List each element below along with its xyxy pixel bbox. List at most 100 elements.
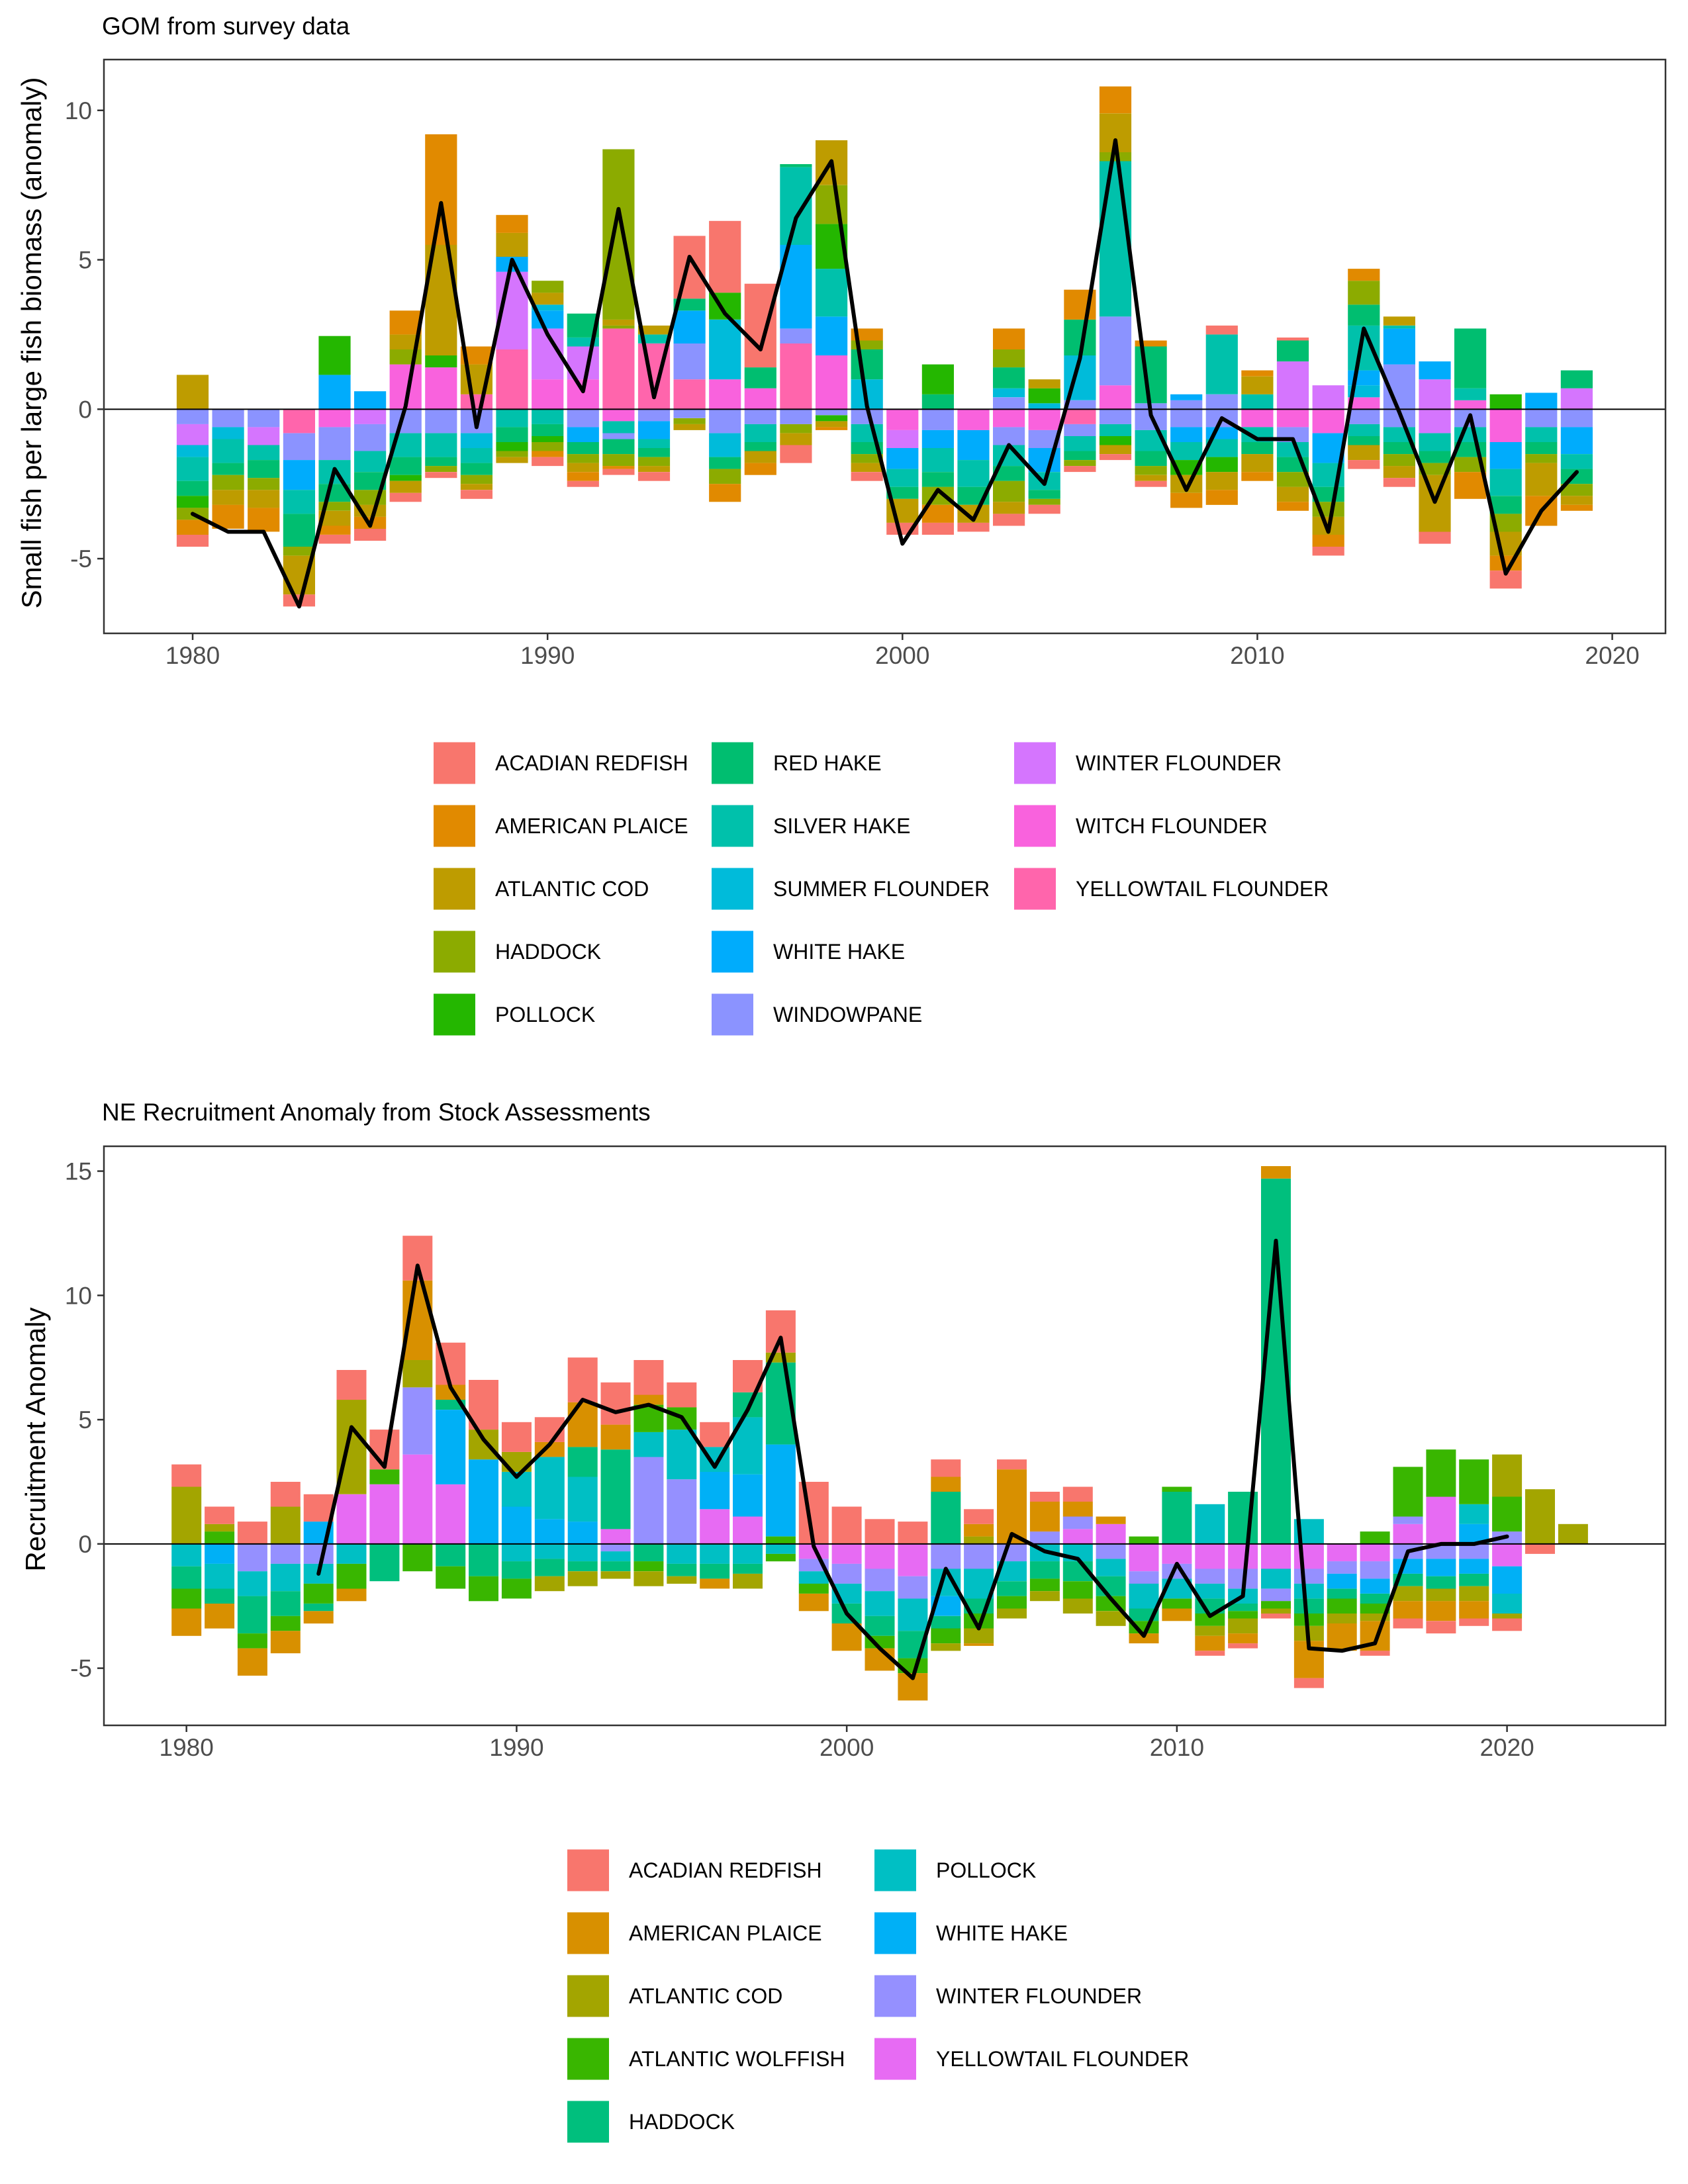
bar-segment-2020-atlantic-cod <box>1492 1454 1523 1497</box>
bar-segment-1985-acadian-redfish <box>336 1370 367 1400</box>
bar-segment-1986-haddock <box>369 1543 400 1582</box>
bar-segment-1991-atlantic-cod <box>534 1576 565 1592</box>
bar-segment-2009-american-plaice <box>1205 490 1238 505</box>
legend-swatch-american-plaice <box>434 805 475 847</box>
bar-segment-1982-atlantic-wolffish <box>237 1633 267 1649</box>
bar-segment-1988-haddock <box>436 1543 466 1567</box>
bar-segment-2011-american-plaice <box>1276 502 1309 511</box>
bar-segment-2019-red-hake <box>1560 370 1593 388</box>
bar-segment-1994-yellowtail-flounder <box>673 379 706 410</box>
bar-segment-2015-white-hake <box>1327 1573 1357 1589</box>
bar-segment-2015-atlantic-cod <box>1327 1614 1357 1623</box>
bar-segment-2020-pollock <box>1492 1594 1523 1614</box>
bar-segment-1987-haddock <box>425 466 457 473</box>
bar-segment-1994-american-plaice <box>633 1394 664 1405</box>
y-tick-label-0: 0 <box>78 396 92 423</box>
bar-segment-2012-american-plaice <box>1228 1633 1258 1644</box>
bar-segment-2011-winter-flounder <box>1195 1569 1225 1584</box>
bar-segment-1982-american-plaice <box>248 508 280 532</box>
bar-segment-2006-witch-flounder <box>1099 385 1132 410</box>
bar-segment-2005-atlantic-cod <box>997 1608 1027 1619</box>
bar-segment-2013-pollock <box>1261 1569 1291 1589</box>
legend-item-yellowtail-flounder: YELLOWTAIL FLOUNDER <box>874 2038 1189 2080</box>
bar-segment-1993-winter-flounder <box>600 1543 631 1552</box>
bar-segment-1981-silver-hake <box>212 439 244 463</box>
bar-segment-1989-american-plaice <box>496 214 528 233</box>
legend-label-haddock: HADDOCK <box>495 940 601 964</box>
bar-segment-2017-white-hake <box>1393 1559 1423 1574</box>
bar-segment-1995-windowpane <box>709 409 741 433</box>
chart-2-legend: ACADIAN REDFISH AMERICAN PLAICE ATLANTIC C… <box>567 1849 1189 2143</box>
legend-label-windowpane: WINDOWPANE <box>773 1003 922 1026</box>
bar-segment-2018-american-plaice <box>1426 1601 1456 1621</box>
legend-label-atlantic-cod: ATLANTIC COD <box>495 877 649 901</box>
legend-label-red-hake: RED HAKE <box>773 751 882 775</box>
bar-segment-1981-pollock <box>205 1563 235 1589</box>
bar-segment-1985-white-hake <box>354 391 387 410</box>
bar-segment-2012-acadian-redfish <box>1228 1643 1258 1649</box>
bar-segment-1998-american-plaice <box>816 427 848 430</box>
legend-label-pollock: POLLOCK <box>495 1003 595 1026</box>
bar-segment-1987-yellowtail-flounder <box>402 1454 433 1544</box>
bar-segment-2016-atlantic-wolffish <box>1360 1531 1390 1544</box>
bar-segment-1983-red-hake <box>283 514 315 547</box>
bar-segment-2003-acadian-redfish <box>993 514 1025 526</box>
bar-segment-2011-atlantic-cod <box>1195 1625 1225 1636</box>
bar-segment-1980-haddock <box>171 1566 202 1589</box>
bar-segment-2015-winter-flounder <box>1419 409 1451 433</box>
bar-segment-2018-red-hake <box>1525 442 1558 455</box>
bar-segment-2005-windowpane <box>1064 424 1096 436</box>
bar-segment-1996-red-hake <box>744 442 776 451</box>
bar-segment-1995-haddock <box>667 1563 697 1576</box>
bar-segment-1990-haddock <box>501 1561 532 1579</box>
bar-segment-1996-white-hake <box>700 1472 730 1510</box>
legend-item-winter-flounder: WINTER FLOUNDER <box>1014 742 1282 784</box>
bar-segment-2022-atlantic-cod <box>1558 1524 1588 1544</box>
bar-segment-2001-silver-hake <box>921 448 954 473</box>
bar-segment-1991-haddock <box>534 1559 565 1576</box>
bar-segment-2016-atlantic-cod <box>1360 1614 1390 1621</box>
bar-segment-1999-silver-hake <box>851 424 883 442</box>
bar-segment-2007-atlantic-cod <box>1135 475 1167 481</box>
bar-segment-1998-atlantic-wolffish <box>765 1536 796 1544</box>
bar-segment-1999-red-hake <box>851 442 883 455</box>
bar-segment-1994-pollock <box>633 1432 664 1457</box>
bar-segment-2005-silver-hake <box>1064 436 1096 451</box>
bar-segment-2010-american-plaice <box>1162 1608 1192 1621</box>
bar-segment-2019-pollock <box>1459 1504 1489 1524</box>
bar-segment-2002-acadian-redfish <box>957 522 990 532</box>
bar-segment-1989-red-hake <box>496 427 528 442</box>
bar-segment-2003-windowpane <box>993 397 1025 410</box>
bar-segment-1983-pollock <box>270 1563 301 1592</box>
bar-segment-1993-haddock <box>600 1561 631 1572</box>
bar-segment-2017-atlantic-cod <box>1393 1586 1423 1602</box>
bar-segment-2012-atlantic-cod <box>1228 1618 1258 1633</box>
bar-segment-2017-red-hake <box>1489 496 1522 514</box>
bar-segment-2019-white-hake <box>1459 1559 1489 1574</box>
bar-segment-2006-atlantic-cod <box>1029 1591 1060 1602</box>
bar-segment-1981-windowpane <box>212 409 244 428</box>
bar-segment-1996-atlantic-cod <box>744 451 776 463</box>
x-tick-label-2020: 2020 <box>1585 642 1639 669</box>
bar-segment-2003-american-plaice <box>993 328 1025 349</box>
bar-segment-1981-atlantic-cod <box>205 1524 235 1532</box>
bar-segment-2012-witch-flounder <box>1312 409 1344 433</box>
bar-segment-1983-acadian-redfish <box>270 1482 301 1507</box>
bar-segment-1985-acadian-redfish <box>354 529 387 541</box>
bar-segment-1995-summer-flounder <box>709 433 741 457</box>
bar-segment-2019-atlantic-wolffish <box>1459 1459 1489 1504</box>
bar-segment-2006-acadian-redfish <box>1029 1492 1060 1502</box>
bar-segment-2021-atlantic-cod <box>1525 1489 1555 1544</box>
y-tick-label-15: 15 <box>65 1158 92 1185</box>
bar-segment-1982-winter-flounder <box>248 427 280 445</box>
bar-segment-2004-red-hake <box>1028 490 1060 499</box>
bar-segment-2002-acadian-redfish <box>898 1522 928 1544</box>
bar-segment-1980-winter-flounder <box>176 424 209 445</box>
bar-segment-2018-haddock <box>1426 1576 1456 1589</box>
bar-segment-1997-haddock <box>733 1563 763 1574</box>
bar-segment-1997-windowpane <box>780 328 812 343</box>
bar-segment-1995-summer-flounder <box>709 319 741 380</box>
bar-segment-1980-atlantic-cod <box>171 1486 202 1544</box>
bar-segment-1999-american-plaice <box>798 1594 829 1612</box>
bar-segment-1993-red-hake <box>637 448 671 457</box>
